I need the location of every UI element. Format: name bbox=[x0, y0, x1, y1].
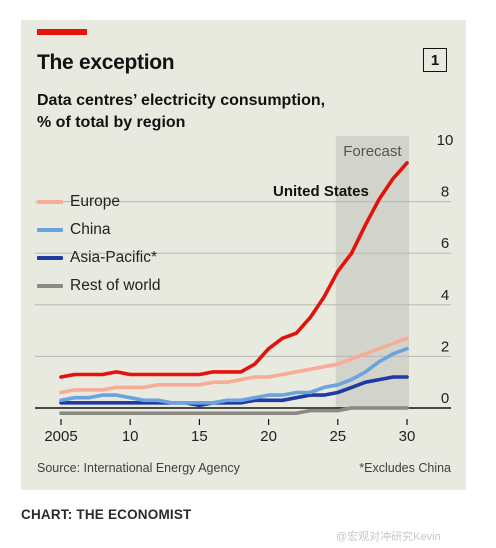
chart-card: The exception 1 Data centres’ electricit… bbox=[21, 20, 466, 490]
series-layer bbox=[59, 161, 409, 415]
line-chart: Forecast 0 2 4 6 8 10 2005 10 15 20 25 30 United Sta… bbox=[35, 132, 453, 445]
series-line-asia-pacific bbox=[59, 375, 409, 408]
axis-label-layer: 0 2 4 6 8 10 2005 10 15 20 25 30 United States bbox=[44, 132, 453, 445]
x-tick-label-2020: 20 bbox=[260, 428, 277, 445]
y-tick-label-0: 0 bbox=[441, 390, 449, 407]
series-line-china bbox=[59, 346, 409, 405]
legend-swatch-china bbox=[37, 228, 63, 232]
series-line-rest-of-world bbox=[59, 406, 409, 415]
legend-item-europe: Europe bbox=[37, 188, 160, 216]
legend-swatch-rest-of-world bbox=[37, 284, 63, 288]
brand-tag bbox=[37, 29, 87, 35]
legend-item-asia-pacific: Asia-Pacific* bbox=[37, 244, 160, 272]
watermark: @宏观对冲研究Kevin bbox=[336, 531, 441, 543]
subtitle-line-1: Data centres’ electricity consumption, bbox=[37, 92, 326, 109]
y-tick-label-4: 4 bbox=[441, 287, 449, 304]
forecast-band-layer: Forecast bbox=[335, 136, 409, 408]
series-line-united-states bbox=[59, 161, 409, 379]
x-tick-label-2025: 25 bbox=[329, 428, 346, 445]
series-line-europe bbox=[59, 336, 409, 395]
chart-title: The exception bbox=[37, 51, 175, 74]
subtitle-line-2: % of total by region bbox=[37, 114, 186, 131]
chart-subtitle: Data centres’ electricity consumption, %… bbox=[37, 90, 417, 134]
chart-credit: CHART: THE ECONOMIST bbox=[21, 507, 192, 522]
legend-swatch-europe bbox=[37, 200, 63, 204]
legend-label-asia-pacific: Asia-Pacific* bbox=[70, 249, 157, 266]
footnote: *Excludes China bbox=[359, 461, 451, 475]
x-tick-label-2005: 2005 bbox=[44, 428, 77, 445]
legend: Europe China Asia-Pacific* Rest of world bbox=[37, 188, 160, 300]
forecast-label: Forecast bbox=[343, 143, 402, 160]
legend-item-china: China bbox=[37, 216, 160, 244]
y-tick-label-6: 6 bbox=[441, 235, 449, 252]
legend-label-europe: Europe bbox=[70, 193, 120, 210]
chart-number-badge: 1 bbox=[423, 48, 447, 72]
legend-label-china: China bbox=[70, 221, 111, 238]
source-note: Source: International Energy Agency bbox=[37, 461, 240, 475]
x-tick-label-2030: 30 bbox=[399, 428, 416, 445]
y-tick-label-8: 8 bbox=[441, 184, 449, 201]
y-tick-label-2: 2 bbox=[441, 338, 449, 355]
y-tick-label-10: 10 bbox=[437, 132, 454, 149]
x-tick-label-2015: 15 bbox=[191, 428, 208, 445]
legend-swatch-asia-pacific bbox=[37, 256, 63, 260]
legend-item-rest-of-world: Rest of world bbox=[37, 272, 160, 300]
series-label-united-states: United States bbox=[273, 183, 369, 200]
x-tick-label-2010: 10 bbox=[122, 428, 139, 445]
legend-label-rest-of-world: Rest of world bbox=[70, 277, 161, 294]
forecast-band bbox=[335, 136, 409, 408]
